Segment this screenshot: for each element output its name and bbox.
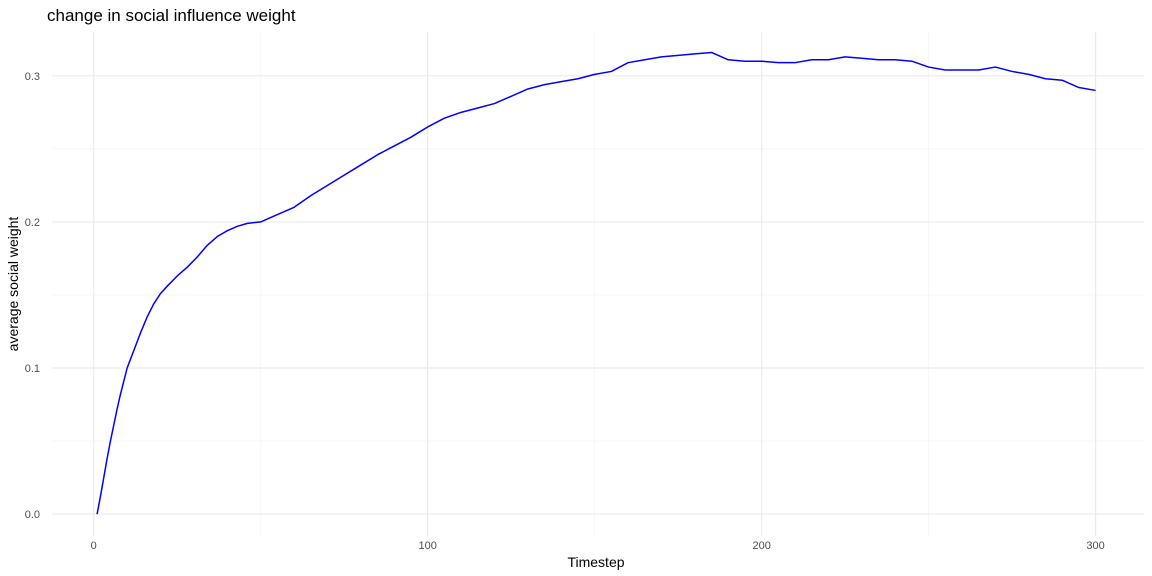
x-axis-title: Timestep: [567, 554, 624, 570]
chart-title: change in social influence weight: [47, 6, 296, 25]
series-line: [96, 51, 1096, 515]
y-axis-title: average social weight: [5, 217, 21, 352]
tick-labels: 0 100 200 300 0.0 0.1 0.2 0.3: [25, 71, 1105, 552]
series-layer: [96, 51, 1096, 515]
x-tick-label: 200: [752, 540, 770, 552]
y-tick-label: 0.0: [25, 509, 40, 521]
x-tick-label: 300: [1086, 540, 1104, 552]
y-tick-label: 0.3: [25, 71, 40, 83]
y-tick-label: 0.2: [25, 217, 40, 229]
x-tick-label: 0: [91, 540, 97, 552]
y-tick-label: 0.1: [25, 363, 40, 375]
x-tick-label: 100: [419, 540, 437, 552]
grid: [52, 32, 1144, 536]
